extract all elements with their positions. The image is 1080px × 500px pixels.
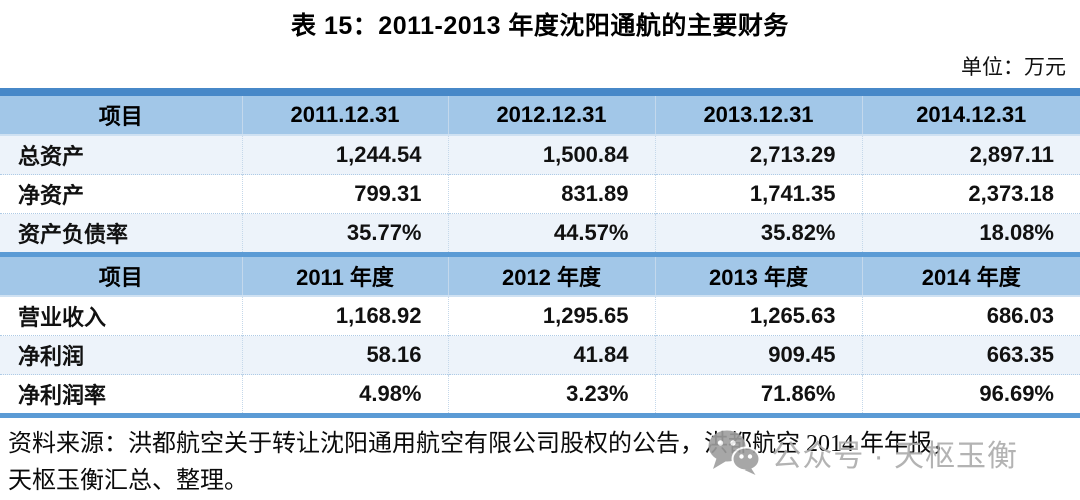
table-row-total-assets: 总资产 1,244.54 1,500.84 2,713.29 2,897.11 [0, 134, 1080, 175]
table-row-net-margin: 净利润率 4.98% 3.23% 71.86% 96.69% [0, 374, 1080, 416]
cell-value: 18.08% [861, 213, 1080, 255]
cell-value: 831.89 [447, 174, 655, 214]
cell-value: 2,713.29 [654, 134, 862, 175]
table-title: 表 15：2011-2013 年度沈阳通航的主要财务 [291, 12, 789, 40]
cell-value: 686.03 [861, 295, 1080, 336]
table-row-debt-ratio: 资产负债率 35.77% 44.57% 35.82% 18.08% [0, 213, 1080, 255]
cell-value: 3.23% [447, 374, 655, 416]
row-label: 净利润率 [0, 374, 242, 416]
column-header: 2012 年度 [447, 252, 655, 297]
row-label: 总资产 [0, 134, 242, 175]
table-row-net-assets: 净资产 799.31 831.89 1,741.35 2,373.18 [0, 174, 1080, 214]
column-header: 2013 年度 [654, 252, 862, 297]
row-label: 资产负债率 [0, 213, 242, 255]
cell-value: 4.98% [241, 374, 448, 416]
cell-value: 44.57% [447, 213, 655, 255]
column-header: 项目 [0, 252, 242, 297]
source-note-line2: 天枢玉衡汇总、整理。 [8, 468, 248, 494]
column-header: 2011.12.31 [241, 88, 448, 136]
header-row-income-statement: 项目 2011 年度 2012 年度 2013 年度 2014 年度 [0, 252, 1080, 297]
cell-value: 663.35 [861, 335, 1080, 375]
column-header: 2011 年度 [241, 252, 448, 297]
header-row-balance-sheet: 项目 2011.12.31 2012.12.31 2013.12.31 2014… [0, 88, 1080, 136]
source-note-line1: 资料来源：洪都航空关于转让沈阳通用航空有限公司股权的公告，洪都航空 2014 年… [8, 431, 956, 457]
cell-value: 799.31 [241, 174, 448, 214]
column-header: 2013.12.31 [654, 88, 862, 136]
cell-value: 35.77% [241, 213, 448, 255]
cell-value: 2,373.18 [861, 174, 1080, 214]
cell-value: 1,295.65 [447, 295, 655, 336]
cell-value: 1,168.92 [241, 295, 448, 336]
column-header: 2012.12.31 [447, 88, 655, 136]
cell-value: 1,741.35 [654, 174, 862, 214]
row-label: 净利润 [0, 335, 242, 375]
row-label: 净资产 [0, 174, 242, 214]
table-row-net-profit: 净利润 58.16 41.84 909.45 663.35 [0, 335, 1080, 375]
cell-value: 58.16 [241, 335, 448, 375]
cell-value: 41.84 [447, 335, 655, 375]
source-note: 资料来源：洪都航空关于转让沈阳通用航空有限公司股权的公告，洪都航空 2014 年… [0, 418, 1080, 500]
cell-value: 1,265.63 [654, 295, 862, 336]
financial-table: 项目 2011.12.31 2012.12.31 2013.12.31 2014… [0, 88, 1080, 418]
cell-value: 96.69% [861, 374, 1080, 416]
column-header: 2014.12.31 [861, 88, 1080, 136]
cell-value: 71.86% [654, 374, 862, 416]
cell-value: 1,500.84 [447, 134, 655, 175]
cell-value: 909.45 [654, 335, 862, 375]
cell-value: 2,897.11 [861, 134, 1080, 175]
cell-value: 1,244.54 [241, 134, 448, 175]
column-header: 项目 [0, 88, 242, 136]
column-header: 2014 年度 [861, 252, 1080, 297]
row-label: 营业收入 [0, 295, 242, 336]
table-row-revenue: 营业收入 1,168.92 1,295.65 1,265.63 686.03 [0, 295, 1080, 336]
cell-value: 35.82% [654, 213, 862, 255]
unit-label: 单位：万元 [961, 55, 1066, 79]
